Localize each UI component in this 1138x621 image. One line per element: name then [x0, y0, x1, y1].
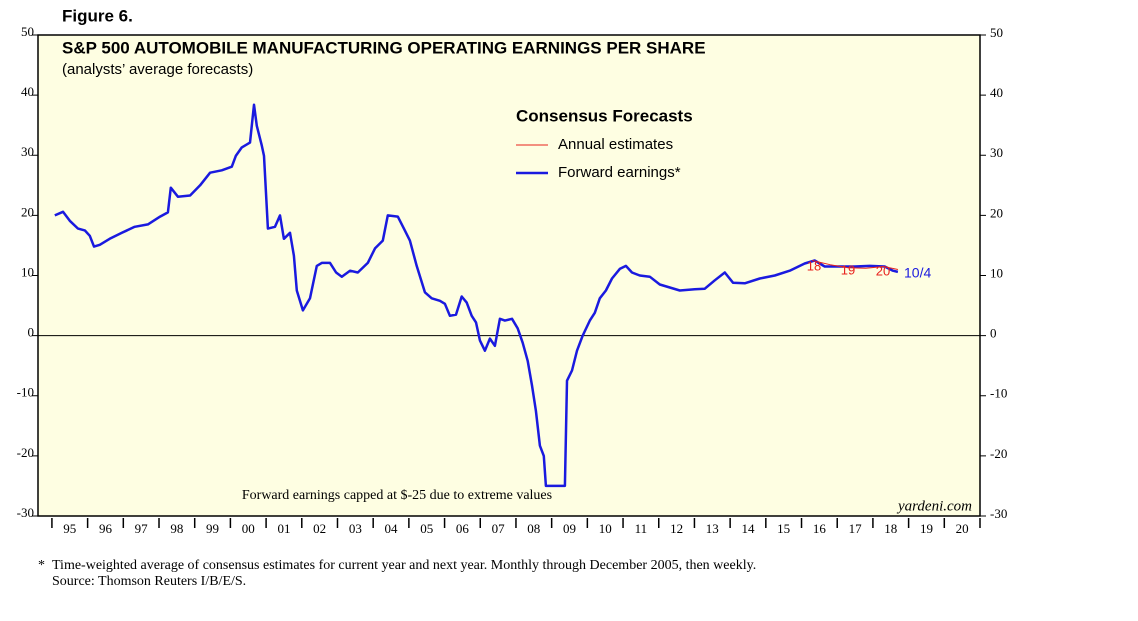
note: Forward earnings capped at $-25 due to e… — [242, 488, 552, 503]
x-tick-label: 16 — [813, 521, 827, 536]
x-tick-label: 10 — [599, 521, 612, 536]
x-tick-label: 07 — [492, 521, 506, 536]
y2-tick-label: -30 — [990, 506, 1007, 521]
legend-label: Annual estimates — [558, 136, 673, 153]
y-tick-label: 10 — [21, 264, 34, 279]
x-tick-label: 98 — [170, 521, 183, 536]
y2-tick-label: 20 — [990, 205, 1003, 220]
x-tick-label: 06 — [456, 521, 470, 536]
y-tick-label: 0 — [28, 325, 35, 340]
y-tick-label: 50 — [21, 24, 34, 39]
x-tick-label: 95 — [63, 521, 76, 536]
y-tick-label: 40 — [21, 84, 34, 99]
footnote-marker: * — [38, 558, 45, 573]
plot-frame — [37, 34, 981, 517]
y2-tick-label: -20 — [990, 446, 1007, 461]
x-tick-label: 01 — [277, 521, 290, 536]
series-line — [54, 103, 899, 488]
chart-title: S&P 500 AUTOMOBILE MANUFACTURING OPERATI… — [62, 38, 706, 57]
series-line — [812, 260, 899, 270]
x-tick-label: 00 — [242, 521, 255, 536]
y2-tick-label: 40 — [990, 85, 1003, 100]
x-tick-label: 96 — [99, 521, 113, 536]
x-tick-label: 08 — [527, 521, 540, 536]
x-tick-label: 14 — [741, 521, 755, 536]
source: Source: Thomson Reuters I/B/E/S. — [52, 574, 246, 589]
y-tick-label: -10 — [17, 385, 34, 400]
x-tick-label: 97 — [135, 521, 149, 536]
x-tick-label: 20 — [956, 521, 969, 536]
x-tick-label: 13 — [706, 521, 719, 536]
x-tick-label: 18 — [884, 521, 897, 536]
y-tick-label: 20 — [21, 204, 34, 219]
y2-tick-label: -10 — [990, 386, 1007, 401]
x-tick-label: 19 — [920, 521, 933, 536]
y-tick-label: 30 — [21, 144, 34, 159]
x-tick-label: 15 — [777, 521, 790, 536]
legend-title: Consensus Forecasts — [516, 106, 693, 125]
x-tick-label: 17 — [849, 521, 863, 536]
annotation: 20 — [876, 263, 890, 278]
x-tick-label: 09 — [563, 521, 576, 536]
y2-tick-label: 50 — [990, 25, 1003, 40]
y2-tick-label: 0 — [990, 326, 997, 341]
plot-background — [38, 35, 980, 516]
annotation: 19 — [841, 262, 855, 277]
y2-tick-label: 30 — [990, 145, 1003, 160]
x-tick-label: 99 — [206, 521, 219, 536]
x-tick-label: 12 — [670, 521, 683, 536]
x-tick-label: 05 — [420, 521, 433, 536]
chart-subtitle: (analysts’ average forecasts) — [62, 61, 253, 78]
annotation: 18 — [807, 258, 821, 273]
x-tick-label: 03 — [349, 521, 362, 536]
x-tick-label: 04 — [385, 521, 399, 536]
legend-label: Forward earnings* — [558, 164, 681, 181]
figure-label: Figure 6. — [62, 6, 133, 25]
last-label: 10/4 — [904, 265, 931, 281]
x-tick-label: 11 — [635, 521, 648, 536]
footnote: Time-weighted average of consensus estim… — [52, 558, 756, 573]
x-tick-label: 02 — [313, 521, 326, 536]
y2-tick-label: 10 — [990, 265, 1003, 280]
y-tick-label: -30 — [17, 505, 34, 520]
y-tick-label: -20 — [17, 445, 34, 460]
watermark: yardeni.com — [896, 498, 972, 514]
